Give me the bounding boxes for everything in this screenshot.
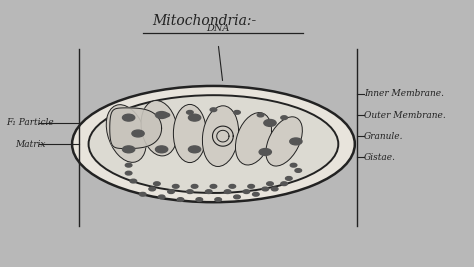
Ellipse shape xyxy=(266,117,302,166)
Circle shape xyxy=(262,187,269,191)
Circle shape xyxy=(139,193,146,196)
Circle shape xyxy=(257,113,264,117)
Circle shape xyxy=(290,163,297,167)
Circle shape xyxy=(191,184,198,188)
Circle shape xyxy=(149,187,155,191)
Circle shape xyxy=(234,111,240,114)
Text: Outer Membrane.: Outer Membrane. xyxy=(364,111,446,120)
Circle shape xyxy=(229,184,236,188)
Circle shape xyxy=(210,108,217,112)
Text: Granule.: Granule. xyxy=(364,132,404,141)
Circle shape xyxy=(122,114,135,121)
Circle shape xyxy=(173,184,179,188)
Circle shape xyxy=(259,148,272,155)
Circle shape xyxy=(243,190,250,194)
Circle shape xyxy=(122,146,135,153)
Circle shape xyxy=(205,190,212,194)
Ellipse shape xyxy=(202,106,238,167)
Circle shape xyxy=(154,182,160,186)
Circle shape xyxy=(189,146,201,153)
Circle shape xyxy=(155,112,168,119)
Text: Gistae.: Gistae. xyxy=(364,153,396,162)
Ellipse shape xyxy=(72,86,355,202)
Polygon shape xyxy=(110,108,162,148)
Circle shape xyxy=(272,187,278,191)
Text: Mitochondria:-: Mitochondria:- xyxy=(152,14,256,28)
Ellipse shape xyxy=(89,95,338,193)
Circle shape xyxy=(295,169,301,172)
Circle shape xyxy=(267,182,273,186)
Circle shape xyxy=(234,195,240,199)
Circle shape xyxy=(130,179,137,183)
Circle shape xyxy=(264,120,276,126)
Ellipse shape xyxy=(236,113,272,165)
Circle shape xyxy=(290,138,302,145)
Circle shape xyxy=(155,146,168,153)
Ellipse shape xyxy=(106,105,146,162)
Circle shape xyxy=(215,198,221,201)
Text: Inner Membrane.: Inner Membrane. xyxy=(364,89,444,98)
Circle shape xyxy=(187,190,193,194)
Circle shape xyxy=(177,198,184,201)
Circle shape xyxy=(224,190,231,194)
Circle shape xyxy=(210,184,217,188)
Circle shape xyxy=(285,176,292,180)
Circle shape xyxy=(168,190,174,194)
Circle shape xyxy=(189,114,201,121)
Circle shape xyxy=(132,130,144,137)
Circle shape xyxy=(158,195,165,199)
Circle shape xyxy=(253,193,259,196)
Ellipse shape xyxy=(141,101,177,156)
Text: F₁ Particle: F₁ Particle xyxy=(6,119,54,127)
Text: Matrix: Matrix xyxy=(16,140,46,148)
Text: DNA: DNA xyxy=(207,24,230,33)
Circle shape xyxy=(196,198,202,201)
Circle shape xyxy=(248,184,255,188)
Circle shape xyxy=(281,116,287,120)
Circle shape xyxy=(163,113,170,117)
Circle shape xyxy=(125,163,132,167)
Ellipse shape xyxy=(173,104,206,163)
Circle shape xyxy=(125,171,132,175)
Circle shape xyxy=(281,182,287,186)
Circle shape xyxy=(187,111,193,114)
